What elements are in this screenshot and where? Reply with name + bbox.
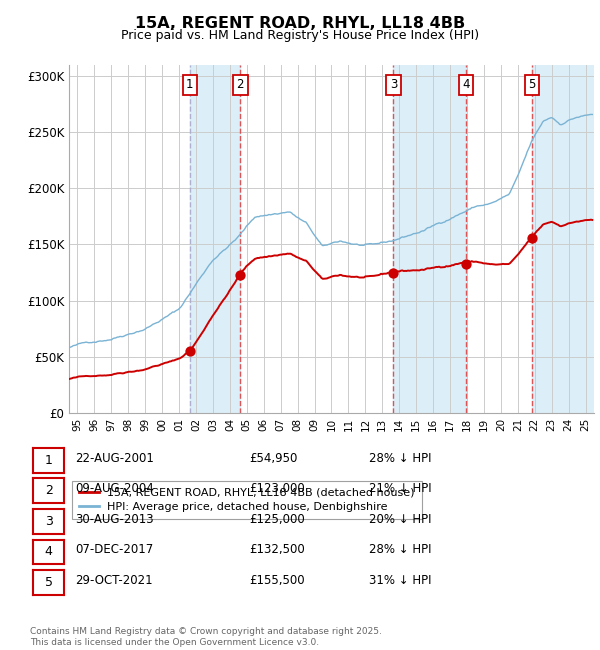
- Text: £132,500: £132,500: [249, 543, 305, 556]
- Text: 15A, REGENT ROAD, RHYL, LL18 4BB: 15A, REGENT ROAD, RHYL, LL18 4BB: [135, 16, 465, 31]
- Text: 5: 5: [44, 576, 53, 589]
- Text: Contains HM Land Registry data © Crown copyright and database right 2025.
This d: Contains HM Land Registry data © Crown c…: [30, 627, 382, 647]
- Text: 29-OCT-2021: 29-OCT-2021: [75, 574, 152, 587]
- Text: 2: 2: [44, 484, 53, 497]
- Text: 22-AUG-2001: 22-AUG-2001: [75, 452, 154, 465]
- Text: 31% ↓ HPI: 31% ↓ HPI: [369, 574, 431, 587]
- Text: 1: 1: [44, 454, 53, 467]
- Point: [527, 233, 536, 244]
- Text: 1: 1: [186, 79, 194, 92]
- Text: 07-DEC-2017: 07-DEC-2017: [75, 543, 153, 556]
- Text: 4: 4: [462, 79, 470, 92]
- Text: 21% ↓ HPI: 21% ↓ HPI: [369, 482, 431, 495]
- Text: £125,000: £125,000: [249, 513, 305, 526]
- Text: 20% ↓ HPI: 20% ↓ HPI: [369, 513, 431, 526]
- Text: 09-AUG-2004: 09-AUG-2004: [75, 482, 154, 495]
- Text: 3: 3: [44, 515, 53, 528]
- Point: [461, 259, 470, 269]
- Point: [235, 270, 245, 280]
- Bar: [190, 65, 240, 413]
- Bar: [394, 65, 466, 413]
- Text: 30-AUG-2013: 30-AUG-2013: [75, 513, 154, 526]
- Legend: 15A, REGENT ROAD, RHYL, LL18 4BB (detached house), HPI: Average price, detached : 15A, REGENT ROAD, RHYL, LL18 4BB (detach…: [72, 481, 422, 519]
- Text: Price paid vs. HM Land Registry's House Price Index (HPI): Price paid vs. HM Land Registry's House …: [121, 29, 479, 42]
- Text: 5: 5: [528, 79, 536, 92]
- Text: 2: 2: [236, 79, 244, 92]
- Text: £54,950: £54,950: [249, 452, 298, 465]
- Text: £123,000: £123,000: [249, 482, 305, 495]
- Point: [389, 267, 398, 278]
- Text: 4: 4: [44, 545, 53, 558]
- Text: 28% ↓ HPI: 28% ↓ HPI: [369, 452, 431, 465]
- Text: 3: 3: [390, 79, 397, 92]
- Point: [185, 346, 195, 356]
- Text: £155,500: £155,500: [249, 574, 305, 587]
- Text: 28% ↓ HPI: 28% ↓ HPI: [369, 543, 431, 556]
- Bar: [532, 65, 594, 413]
